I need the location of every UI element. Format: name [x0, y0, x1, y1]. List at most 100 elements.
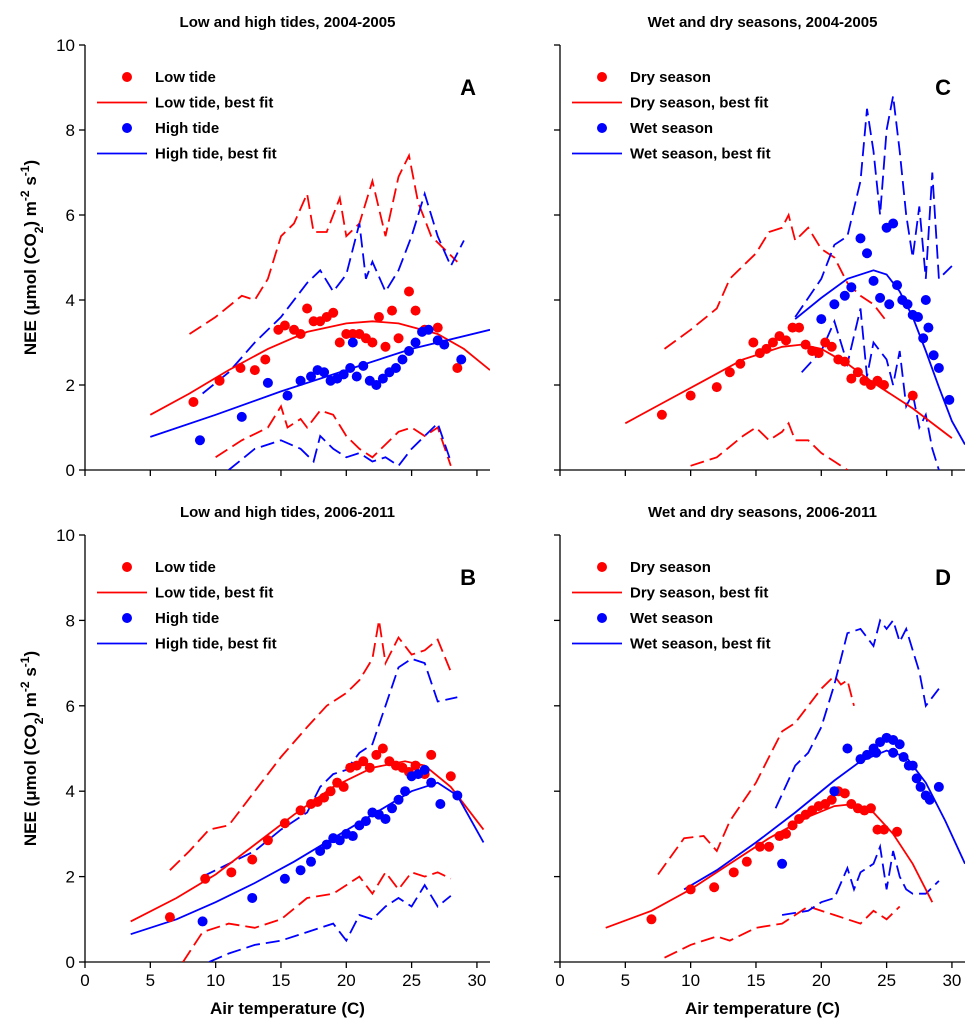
data-point	[338, 781, 349, 792]
y-label-part: -2	[18, 681, 32, 692]
x-tick-label: 15	[747, 971, 766, 990]
data-point	[260, 354, 271, 365]
confidence-line	[781, 843, 940, 916]
confidence-line	[690, 421, 848, 470]
panel-title: Wet and dry seasons, 2004-2005	[648, 14, 878, 31]
data-point	[855, 233, 866, 244]
plot-area	[149, 152, 490, 470]
y-label-part: )	[21, 651, 40, 657]
data-point	[912, 312, 923, 322]
data-point	[794, 322, 805, 333]
data-point	[214, 375, 225, 386]
data-point	[387, 305, 398, 316]
legend-label: High tide	[155, 120, 219, 137]
data-point	[787, 820, 798, 831]
data-point	[933, 781, 944, 792]
data-point	[439, 339, 450, 350]
data-point	[923, 322, 934, 333]
data-point	[262, 377, 273, 388]
data-point	[741, 856, 752, 867]
confidence-line	[664, 905, 901, 959]
panel-title: Wet and dry seasons, 2006-2011	[648, 504, 877, 521]
data-point	[452, 363, 463, 373]
x-tick-label: 25	[402, 971, 421, 990]
data-point	[445, 771, 456, 782]
data-point	[247, 854, 258, 865]
legend-label: Dry season, best fit	[630, 95, 768, 112]
y-tick-label: 2	[66, 868, 75, 887]
x-tick-label: 10	[681, 971, 700, 990]
data-point	[781, 335, 792, 346]
data-point	[358, 756, 369, 767]
confidence-line	[182, 870, 452, 962]
x-tick-label: 15	[272, 971, 291, 990]
y-tick-label: 6	[66, 697, 75, 716]
legend-label: High tide, best fit	[155, 636, 277, 653]
data-point	[404, 346, 414, 356]
panel-title: Low and high tides, 2004-2005	[180, 14, 396, 31]
data-point	[390, 363, 401, 373]
data-point	[387, 803, 398, 814]
data-point	[781, 828, 792, 839]
data-point	[295, 805, 306, 816]
legend-marker	[597, 613, 607, 623]
y-tick-label: 8	[66, 121, 75, 140]
data-point	[871, 747, 882, 758]
y-tick-label: 4	[66, 291, 75, 310]
data-point	[347, 831, 358, 842]
panel: Low and high tides, 2006-2011 B 0 2 4 6 8 10 0 5 1…	[18, 504, 490, 1018]
confidence-line	[657, 674, 855, 876]
confidence-line	[228, 421, 452, 470]
legend-label: Wet season, best fit	[630, 636, 771, 653]
plot-area	[130, 620, 485, 962]
data-point	[279, 320, 290, 331]
data-point	[452, 790, 463, 801]
data-point	[933, 363, 944, 373]
data-point	[846, 373, 857, 384]
data-point	[164, 912, 175, 923]
data-point	[862, 248, 873, 259]
data-point	[435, 799, 446, 810]
data-point	[321, 839, 332, 850]
data-point	[295, 865, 306, 876]
y-label-part: -1	[18, 165, 32, 176]
data-point	[404, 286, 414, 297]
data-point	[711, 382, 722, 393]
fit-line	[794, 269, 965, 445]
y-label-part: 2	[32, 226, 46, 233]
x-tick-label: 25	[877, 971, 896, 990]
panel-label: C	[935, 75, 951, 100]
data-point	[380, 813, 391, 824]
data-point	[410, 305, 421, 316]
data-point	[235, 363, 246, 373]
legend-label: Low tide, best fit	[155, 585, 273, 602]
data-point	[862, 749, 873, 760]
legend-marker	[122, 72, 132, 82]
data-point	[839, 290, 850, 301]
data-point	[907, 760, 918, 771]
legend-label: Wet season	[630, 610, 713, 627]
data-point	[377, 373, 388, 384]
fit-line	[683, 749, 965, 891]
x-tick-label: 20	[337, 971, 356, 990]
data-point	[761, 343, 772, 354]
data-point	[397, 354, 408, 365]
plot-area	[624, 95, 965, 470]
data-point	[200, 873, 211, 884]
data-point	[371, 749, 382, 760]
data-point	[456, 354, 467, 365]
data-point	[410, 337, 421, 348]
data-point	[426, 777, 437, 788]
x-tick-label: 30	[467, 971, 486, 990]
data-point	[364, 762, 375, 773]
data-point	[419, 764, 430, 775]
data-point	[373, 312, 384, 322]
y-label-part: ) m	[21, 201, 40, 227]
panel-label: A	[460, 75, 476, 100]
data-point	[928, 350, 939, 361]
data-point	[826, 794, 837, 805]
confidence-line	[663, 212, 888, 350]
data-point	[656, 409, 667, 420]
data-point	[800, 339, 811, 350]
data-point	[767, 337, 778, 348]
